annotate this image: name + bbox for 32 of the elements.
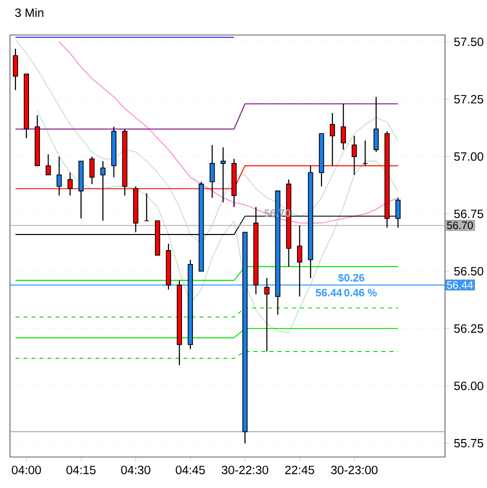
y-tick-label: 56.75	[454, 210, 484, 218]
x-tick-label: 04:45	[176, 466, 205, 474]
candlestick	[340, 103, 346, 150]
candlestick	[210, 144, 215, 198]
x-tick-label: 04:15	[66, 466, 96, 474]
x-tick-label: 04:00	[12, 466, 41, 474]
y-tick-label: 55.75	[454, 439, 484, 448]
candlestick	[297, 224, 302, 297]
candlestick	[46, 154, 51, 176]
x-tick-label: 04:30	[121, 466, 150, 474]
ref-line-label: 56.70	[447, 222, 473, 230]
x-tick-label: 30-23:00	[331, 466, 378, 474]
y-tick-label: 57.25	[454, 94, 484, 104]
annotation: $0.26	[338, 274, 364, 282]
candlestick	[100, 160, 106, 222]
candlestick	[12, 48, 18, 91]
candlestick	[264, 278, 270, 352]
annotation: 56.44	[316, 288, 342, 296]
x-tick-label: 30-22:30	[222, 466, 268, 474]
y-tick-label: 56.25	[454, 324, 484, 333]
candlestick	[89, 156, 95, 185]
y-tick-label: 56.50	[454, 266, 484, 276]
x-tick-label: 22:45	[285, 466, 314, 474]
candlestick	[56, 156, 62, 196]
annotation: 0.46 %	[344, 288, 377, 296]
candlestick	[374, 96, 379, 152]
chart-title: 3 Min	[15, 8, 44, 17]
y-tick-label: 57.00	[454, 152, 484, 161]
y-tick-label: 57.50	[454, 38, 484, 46]
candlestick	[220, 146, 226, 203]
y-tick-label: 56.00	[454, 382, 484, 390]
ref-line-label: 56.44	[447, 281, 473, 289]
